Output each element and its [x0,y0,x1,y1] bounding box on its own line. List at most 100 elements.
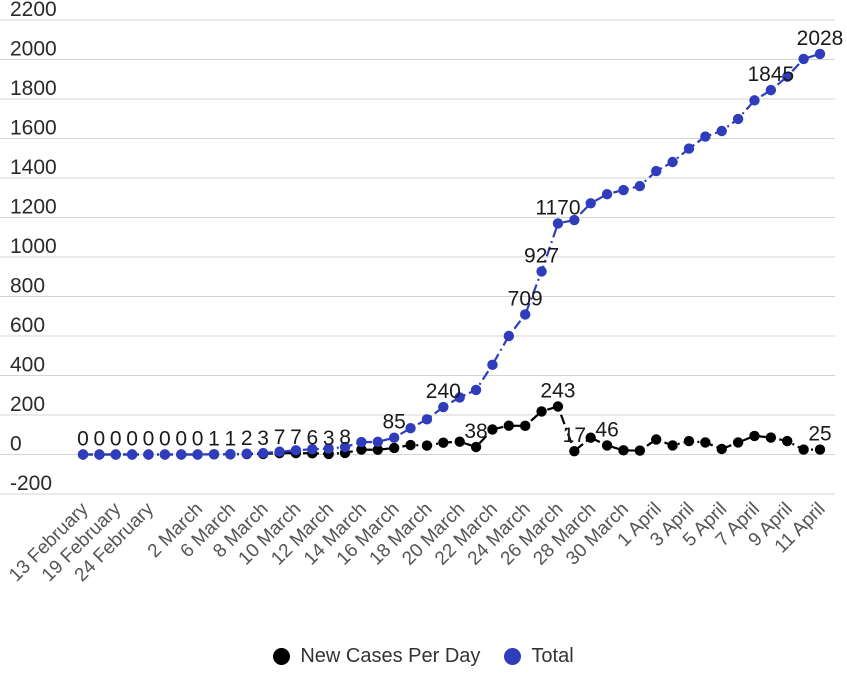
data-label-new-cases: 0 [159,428,171,451]
data-point-new-cases[interactable] [520,420,531,432]
data-point-new-cases[interactable] [667,440,678,451]
data-point-total[interactable] [323,443,334,454]
data-point-total[interactable] [388,432,400,443]
data-point-new-cases[interactable] [372,444,383,455]
data-point-total[interactable] [552,218,564,229]
data-point-total[interactable] [356,436,367,448]
data-label-total: 709 [508,287,543,310]
data-point-new-cases[interactable] [470,441,482,453]
data-point-new-cases[interactable] [601,440,613,451]
data-point-total[interactable] [569,214,580,226]
data-point-new-cases[interactable] [552,401,564,412]
data-point-total[interactable] [241,448,252,459]
data-point-new-cases[interactable] [438,437,449,448]
legend-label-new-cases: New Cases Per Day [300,645,481,667]
data-point-total[interactable] [372,436,383,448]
data-point-total[interactable] [618,184,629,196]
y-tick-label: -200 [10,472,52,495]
data-point-total[interactable] [94,449,105,460]
data-point-total[interactable] [585,198,596,209]
data-point-new-cases[interactable] [569,445,580,457]
data-point-total[interactable] [454,392,465,403]
data-label-new-cases: 7 [290,426,302,449]
data-label-new-cases: 17 [563,424,586,447]
data-point-total[interactable] [77,449,89,460]
data-point-new-cases[interactable] [585,432,596,443]
data-label-total: 240 [426,380,461,403]
data-point-total[interactable] [601,188,613,200]
data-point-new-cases[interactable] [765,432,777,443]
data-point-total[interactable] [651,165,662,177]
data-point-total[interactable] [307,443,318,455]
data-point-total[interactable] [798,53,809,65]
data-label-new-cases: 46 [595,418,618,441]
data-point-total[interactable] [634,180,646,192]
data-point-new-cases[interactable] [405,439,416,451]
data-point-total[interactable] [339,441,351,453]
data-point-new-cases[interactable] [651,434,662,445]
data-point-new-cases[interactable] [536,406,547,417]
data-point-new-cases[interactable] [749,430,760,442]
data-point-total[interactable] [438,401,449,413]
data-point-total[interactable] [159,449,171,460]
data-point-new-cases[interactable] [700,437,711,448]
data-point-total[interactable] [470,384,482,396]
data-point-total[interactable] [110,449,121,460]
data-point-new-cases[interactable] [503,420,515,431]
data-point-total[interactable] [290,445,302,456]
data-point-total[interactable] [520,309,531,320]
legend-label-total: Total [531,645,574,667]
data-point-new-cases[interactable] [814,444,826,455]
data-point-new-cases[interactable] [421,440,433,451]
data-point-total[interactable] [257,447,269,459]
data-label-new-cases: 8 [339,426,351,449]
data-point-new-cases[interactable] [618,445,629,456]
legend-item-new-cases[interactable]: New Cases Per Day [273,645,480,668]
data-point-total[interactable] [274,446,285,457]
data-point-total[interactable] [487,359,498,371]
data-point-total[interactable] [700,131,711,142]
data-point-total[interactable] [176,449,187,460]
data-point-total[interactable] [405,423,416,434]
data-label-new-cases: 3 [323,427,335,450]
data-point-total[interactable] [143,449,154,460]
chart: -200020040060080010001200140016001800200… [0,0,843,586]
data-point-total[interactable] [225,448,236,460]
data-point-total[interactable] [536,266,547,277]
data-point-new-cases[interactable] [356,444,367,455]
data-point-total[interactable] [814,48,826,60]
y-axis: -200 0 200 400 600 800 1000 1200 1400 1600 1800 200… [10,0,57,495]
data-point-total[interactable] [782,71,793,82]
y-tick-label: 1200 [10,196,57,219]
series-layer [77,48,826,460]
data-point-new-cases[interactable] [634,445,646,456]
data-point-total[interactable] [503,330,515,342]
data-point-new-cases[interactable] [716,443,727,455]
data-label-new-cases: 6 [306,426,318,449]
data-point-total[interactable] [749,95,760,106]
data-point-total[interactable] [683,143,695,154]
data-point-new-cases[interactable] [487,424,498,435]
data-label-new-cases: 1 [225,427,237,450]
data-point-total[interactable] [421,414,433,425]
data-point-new-cases[interactable] [454,436,465,447]
data-label-new-cases: 0 [94,428,106,451]
data-point-new-cases[interactable] [683,435,695,447]
data-point-new-cases[interactable] [732,437,744,448]
data-point-total[interactable] [716,125,727,137]
data-point-total[interactable] [667,156,678,168]
data-point-new-cases[interactable] [798,444,809,455]
data-label-new-cases: 0 [192,428,204,451]
data-point-total[interactable] [126,449,138,460]
legend-swatch-new-cases [273,648,291,665]
data-point-total[interactable] [192,449,203,460]
data-point-total[interactable] [732,113,744,125]
legend-item-total[interactable]: Total [504,645,574,668]
data-point-total[interactable] [765,84,777,96]
data-point-new-cases[interactable] [388,442,400,454]
data-point-total[interactable] [208,449,220,460]
y-tick-label: 0 [10,433,22,456]
data-point-new-cases[interactable] [782,435,793,447]
